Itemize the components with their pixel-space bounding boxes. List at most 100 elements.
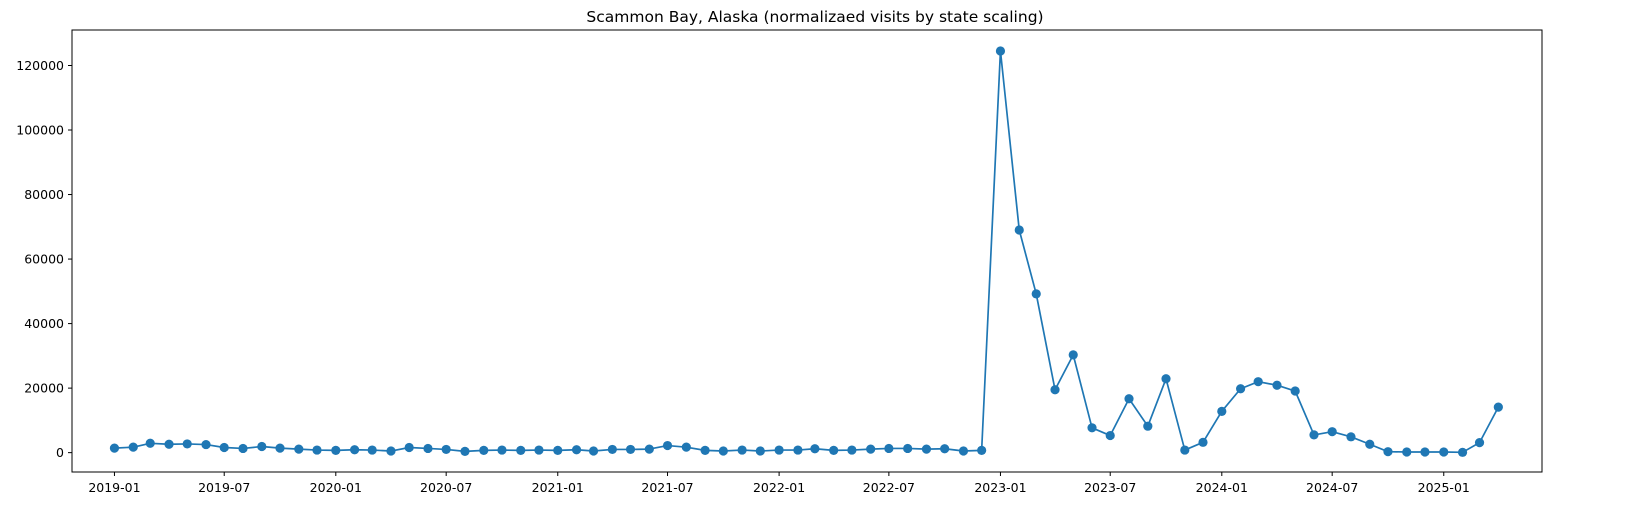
data-point xyxy=(662,440,673,451)
data-point xyxy=(810,444,820,454)
x-tick-label: 2023-01 xyxy=(974,480,1026,495)
x-tick-label: 2022-07 xyxy=(863,480,915,495)
data-point xyxy=(940,444,950,454)
data-point xyxy=(441,444,451,455)
x-tick-label: 2021-07 xyxy=(641,480,693,495)
x-tick-label: 2021-01 xyxy=(532,480,584,495)
data-point xyxy=(977,445,987,455)
data-point xyxy=(1050,385,1060,395)
x-tick-label: 2025-01 xyxy=(1418,480,1470,495)
y-tick-label: 40000 xyxy=(24,316,64,331)
x-tick-label: 2023-07 xyxy=(1084,480,1136,495)
data-point xyxy=(903,443,913,454)
data-point xyxy=(1124,394,1134,404)
data-point xyxy=(1474,438,1485,448)
data-point xyxy=(1087,423,1097,433)
data-point xyxy=(1068,350,1078,360)
data-point xyxy=(793,445,803,455)
data-point xyxy=(737,445,747,455)
data-point xyxy=(275,443,285,453)
data-point xyxy=(460,446,470,456)
data-point xyxy=(829,445,839,455)
data-point xyxy=(1346,432,1356,442)
data-point xyxy=(238,443,248,454)
data-point xyxy=(201,439,211,450)
x-tick-label: 2019-07 xyxy=(198,480,250,495)
x-tick-label: 2019-01 xyxy=(88,480,140,495)
data-point xyxy=(681,442,691,452)
data-point xyxy=(718,446,728,456)
data-point xyxy=(755,446,765,456)
data-point xyxy=(866,444,876,454)
x-tick-label: 2024-07 xyxy=(1306,480,1358,495)
y-tick-label: 120000 xyxy=(16,58,64,73)
data-point xyxy=(404,442,414,453)
y-tick-label: 20000 xyxy=(24,381,64,396)
x-tick-label: 2024-01 xyxy=(1196,480,1248,495)
plot-area-frame xyxy=(71,29,1543,473)
x-tick-label: 2020-07 xyxy=(420,480,472,495)
data-point xyxy=(847,445,857,455)
x-tick-label: 2022-01 xyxy=(753,480,805,495)
data-point xyxy=(700,445,710,455)
y-tick-label: 80000 xyxy=(24,187,64,202)
y-axis: 0 20000 40000 60000 80000 100000 120000 xyxy=(16,58,72,460)
series-line xyxy=(114,50,1500,454)
data-point xyxy=(1198,437,1208,447)
y-tick-label: 100000 xyxy=(16,123,64,138)
data-point xyxy=(219,442,229,453)
data-point xyxy=(534,445,544,455)
data-point xyxy=(644,444,654,454)
data-point xyxy=(1402,447,1412,457)
data-point xyxy=(607,444,617,455)
x-axis: 2019-01 2019-07 2020-01 2020-07 2021-01 2021-… xyxy=(88,472,1470,495)
chart-title: Scammon Bay, Alaska (normalizaed visits … xyxy=(586,8,1043,26)
y-tick-label: 0 xyxy=(56,445,64,460)
data-point xyxy=(1253,377,1263,387)
data-point xyxy=(571,445,582,455)
data-point xyxy=(294,444,304,454)
x-tick-label: 2020-01 xyxy=(310,480,362,495)
data-point xyxy=(423,443,433,454)
data-point xyxy=(128,442,138,452)
data-point xyxy=(625,444,636,455)
series-markers xyxy=(109,46,1503,457)
data-point xyxy=(1143,421,1153,431)
data-point xyxy=(1217,406,1227,416)
data-point xyxy=(386,446,396,456)
data-point xyxy=(1309,430,1319,440)
data-point xyxy=(1327,427,1337,437)
data-point xyxy=(921,444,932,454)
data-point xyxy=(516,445,526,455)
data-point xyxy=(1493,402,1503,412)
data-point xyxy=(257,441,267,452)
data-point xyxy=(331,445,341,455)
data-point xyxy=(1014,225,1024,235)
data-point xyxy=(1439,447,1449,457)
data-point xyxy=(497,445,507,455)
data-point xyxy=(1383,447,1393,457)
data-point xyxy=(182,439,192,449)
data-point xyxy=(1290,386,1300,396)
data-point xyxy=(995,46,1006,56)
data-point xyxy=(1031,289,1041,299)
data-point xyxy=(588,446,599,456)
data-point xyxy=(958,446,969,456)
y-tick-label: 60000 xyxy=(24,252,64,267)
data-point xyxy=(479,445,489,455)
data-point xyxy=(349,445,360,455)
data-point xyxy=(774,445,784,455)
data-point xyxy=(1161,374,1171,384)
data-point xyxy=(1365,439,1375,449)
data-point xyxy=(312,445,322,455)
data-point xyxy=(367,445,377,455)
data-point xyxy=(164,439,174,449)
data-point xyxy=(1180,445,1190,455)
data-point xyxy=(1420,447,1430,457)
data-point xyxy=(109,443,120,453)
data-point xyxy=(1272,380,1282,390)
data-point xyxy=(884,443,894,454)
data-point xyxy=(1105,430,1115,441)
data-point xyxy=(553,445,563,455)
